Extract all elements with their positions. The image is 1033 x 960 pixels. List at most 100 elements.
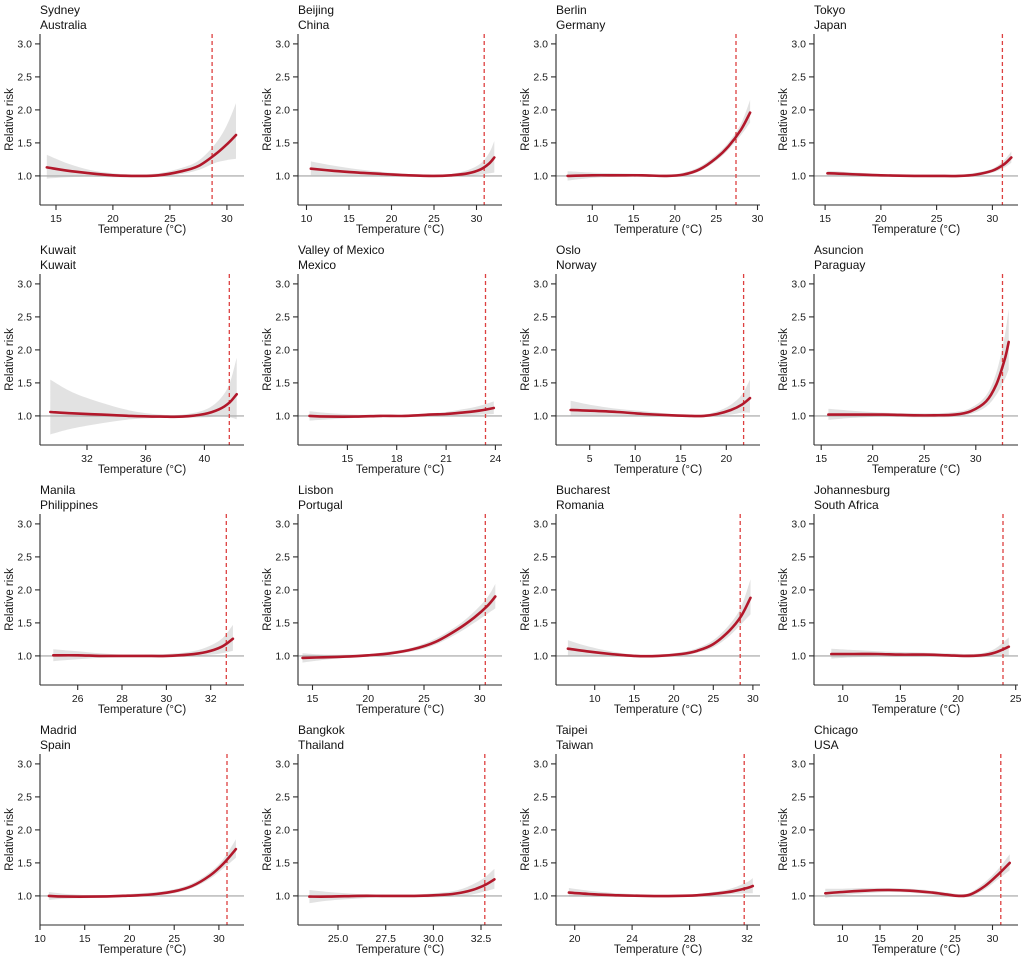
y-tick-label: 2.5 <box>275 551 290 563</box>
y-tick-label: 1.0 <box>275 890 290 902</box>
y-tick-label: 1.5 <box>17 857 32 869</box>
x-tick-label: 20 <box>107 213 119 225</box>
risk-curve <box>569 396 752 418</box>
x-tick-label: 25 <box>418 693 430 705</box>
x-tick-label: 27.5 <box>375 933 396 945</box>
chart-johannesburg: 1.0 1.5 2.0 2.5 3.0 10 15 20 25 JohannesburgSouth… <box>778 483 1022 716</box>
x-tick-label: 24 <box>490 453 502 465</box>
x-tick-label: 20 <box>875 213 887 225</box>
y-tick-label: 2.0 <box>17 344 32 356</box>
x-tick-label: 10 <box>837 933 849 945</box>
x-tick-label: 25.0 <box>328 933 349 945</box>
y-axis-label: Relative risk <box>778 568 790 631</box>
y-tick-label: 3.0 <box>275 758 290 770</box>
x-tick-label: 15 <box>675 453 687 465</box>
x-tick-label: 30 <box>474 693 486 705</box>
axes <box>293 754 502 930</box>
panel-title-country: Kuwait <box>40 258 77 272</box>
risk-curve <box>566 111 752 178</box>
panel-title-country: Spain <box>40 738 71 752</box>
y-tick-label: 1.0 <box>791 890 806 902</box>
y-tick-label: 1.0 <box>275 410 290 422</box>
axes <box>809 34 1018 210</box>
risk-curve <box>827 340 1010 417</box>
panel-manila: 1.0 1.5 2.0 2.5 3.0 26 28 30 32 Manila Philippines… <box>0 480 258 720</box>
panel-title-city: Sydney <box>40 3 80 17</box>
panel-title-country: Romania <box>556 498 604 512</box>
panel-johannesburg: 1.0 1.5 2.0 2.5 3.0 10 15 20 25 Johannesburg South… <box>774 480 1033 720</box>
risk-curve <box>824 861 1011 898</box>
y-axis-label: Relative risk <box>4 88 16 151</box>
y-tick-label: 1.5 <box>791 377 806 389</box>
panel-title-country: Australia <box>40 18 87 32</box>
x-tick-label: 10 <box>34 933 46 945</box>
risk-curve <box>309 156 496 178</box>
y-axis-label: Relative risk <box>262 328 274 391</box>
panel-title-city: Bucharest <box>556 483 611 497</box>
panel-title-country: Japan <box>814 18 847 32</box>
panel-title-city: Beijing <box>298 3 334 17</box>
risk-curve <box>47 847 238 898</box>
y-tick-label: 1.5 <box>533 137 548 149</box>
confidence-band <box>53 624 233 662</box>
chart-bangkok: 1.0 1.5 2.0 2.5 3.0 25.0 27.5 30.0 32.5 BangkokTh… <box>262 723 502 956</box>
panel-title-city: Valley of Mexico <box>298 243 385 257</box>
risk-curve <box>301 595 497 660</box>
confidence-band <box>825 854 1010 898</box>
x-tick-label: 30.0 <box>423 933 444 945</box>
x-tick-label: 20 <box>362 693 374 705</box>
x-axis-label: Temperature (°C) <box>614 704 702 716</box>
panel-oslo: 1.0 1.5 2.0 2.5 3.0 5 10 15 20 Oslo Norway Temperat… <box>516 240 774 480</box>
y-tick-label: 2.0 <box>275 584 290 596</box>
confidence-band <box>828 309 1009 420</box>
x-tick-label: 25 <box>918 453 930 465</box>
chart-manila: 1.0 1.5 2.0 2.5 3.0 26 28 30 32 ManilaPhilippines… <box>4 483 244 716</box>
risk-curve <box>49 392 238 419</box>
axes <box>809 754 1018 930</box>
y-tick-label: 2.5 <box>533 71 548 83</box>
axes <box>35 754 244 930</box>
x-tick-label: 25 <box>1010 693 1022 705</box>
y-tick-label: 1.0 <box>275 170 290 182</box>
panel-title-city: Taipei <box>556 723 587 737</box>
x-tick-label: 30 <box>747 693 759 705</box>
axes <box>551 274 760 450</box>
confidence-band <box>50 357 237 435</box>
x-tick-label: 28 <box>684 933 696 945</box>
x-tick-label: 15 <box>895 693 907 705</box>
panel-asuncion: 1.0 1.5 2.0 2.5 3.0 15 20 25 30 Asuncion Paraguay T… <box>774 240 1033 480</box>
panel-tokyo: 1.0 1.5 2.0 2.5 3.0 15 20 25 30 Tokyo Japan Tempera… <box>774 0 1033 240</box>
x-tick-label: 32.5 <box>471 933 492 945</box>
x-tick-label: 32 <box>205 693 217 705</box>
x-tick-label: 15 <box>307 693 319 705</box>
y-tick-label: 2.5 <box>533 791 548 803</box>
y-tick-label: 1.5 <box>275 377 290 389</box>
y-tick-label: 1.0 <box>17 410 32 422</box>
x-tick-label: 20 <box>720 453 732 465</box>
axes <box>293 34 502 210</box>
panel-title-city: Oslo <box>556 243 581 257</box>
panel-kuwait: 1.0 1.5 2.0 2.5 3.0 32 36 40 Kuwait Kuwait Tempera… <box>0 240 258 480</box>
x-axis-label: Temperature (°C) <box>356 464 444 476</box>
x-tick-label: 30 <box>221 213 233 225</box>
panel-title-city: Kuwait <box>40 243 77 257</box>
x-tick-label: 30 <box>752 213 764 225</box>
x-axis-label: Temperature (°C) <box>872 464 960 476</box>
y-tick-label: 2.0 <box>17 584 32 596</box>
panel-title-country: Germany <box>556 18 605 32</box>
y-tick-label: 1.5 <box>791 137 806 149</box>
y-tick-label: 2.5 <box>275 791 290 803</box>
y-tick-label: 2.0 <box>791 584 806 596</box>
x-tick-label: 18 <box>391 453 403 465</box>
y-tick-label: 2.0 <box>17 824 32 836</box>
x-axis-label: Temperature (°C) <box>614 224 702 236</box>
axes <box>551 34 760 210</box>
confidence-band <box>567 579 751 658</box>
y-tick-label: 1.0 <box>791 170 806 182</box>
